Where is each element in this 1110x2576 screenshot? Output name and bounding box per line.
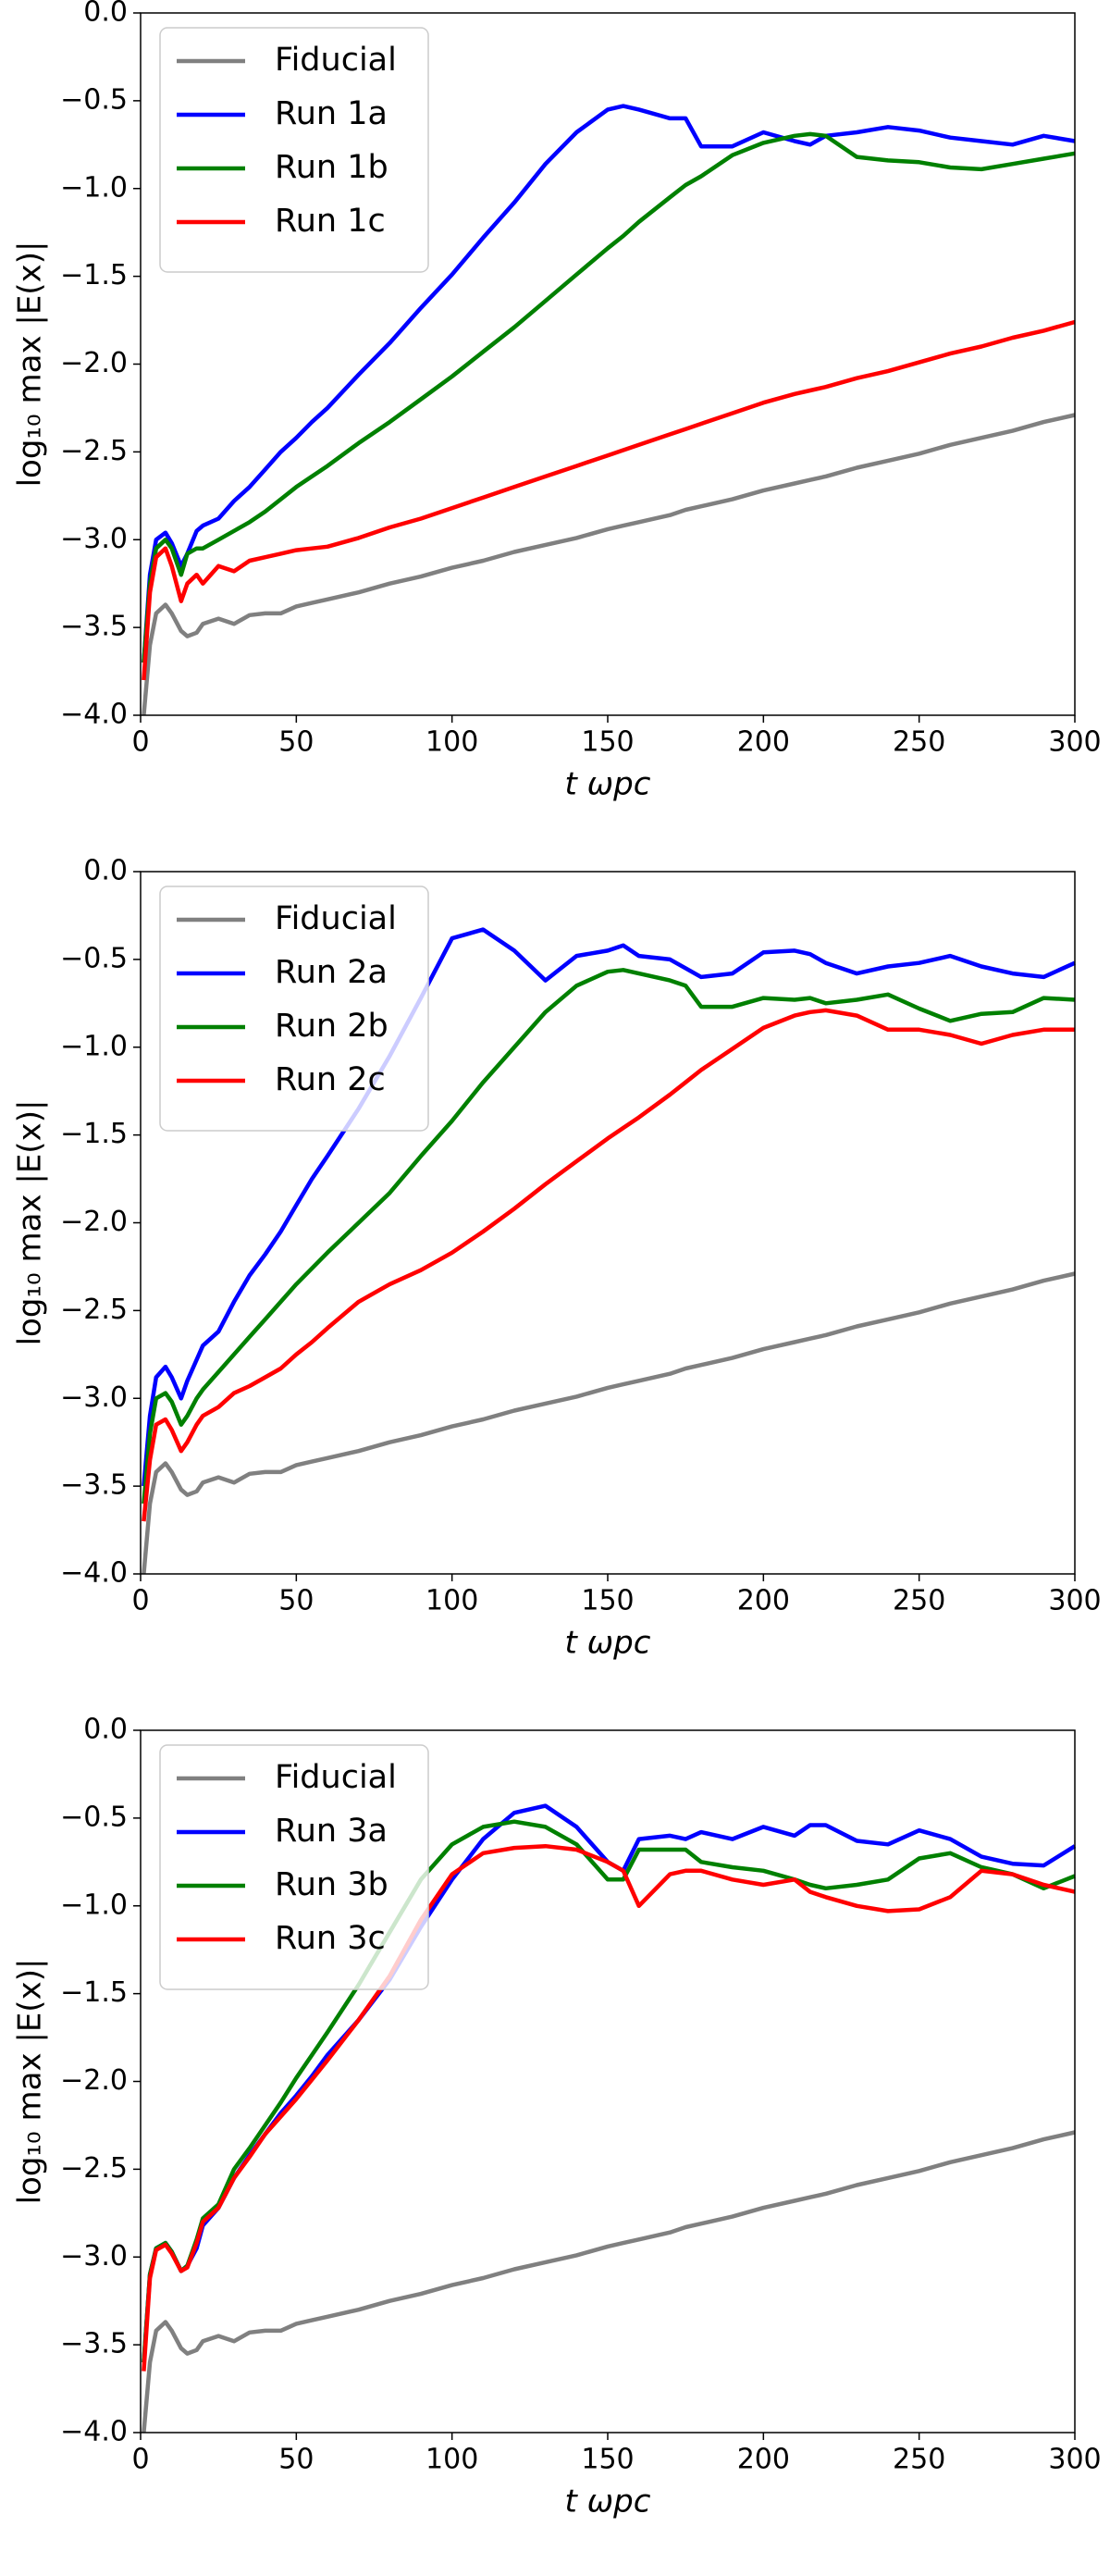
y-tick-label: −1.0 [60, 1030, 128, 1062]
legend-box [159, 1744, 429, 1990]
x-tick-label: 100 [426, 1585, 478, 1617]
x-tick-label: 200 [737, 726, 790, 759]
legend-label: Run 1a [275, 95, 388, 132]
legend-label: Run 3c [275, 1920, 386, 1957]
legend-label: Run 3a [275, 1813, 388, 1850]
series-line [142, 104, 1076, 663]
y-tick-label: −0.5 [60, 1801, 128, 1833]
x-tick-label: 300 [1048, 2444, 1101, 2476]
x-tick-label: 250 [893, 2444, 945, 2476]
chart: −4.0 −3.5 −3.0 −2.5 −2.0 −1.5 −1.0 −0.5 0.0 0 50 10… [12, 859, 1102, 1662]
y-tick-label: −2.0 [60, 2064, 128, 2097]
y-tick-label: −2.0 [60, 347, 128, 379]
plot-frame [140, 1729, 1076, 2434]
y-tick-label: −1.5 [60, 1118, 128, 1150]
series-line [142, 968, 1076, 1505]
plot-frame [140, 12, 1076, 716]
x-tick-label: 200 [737, 2444, 790, 2476]
legend: Fiducial Run 1a Run 1b Run 1c [159, 27, 429, 273]
chart: −4.0 −3.5 −3.0 −2.5 −2.0 −1.5 −1.0 −0.5 0.0 0 50 10… [12, 1717, 1102, 2520]
x-tick-label: 250 [893, 726, 945, 759]
x-tick-label: 150 [581, 2444, 634, 2476]
x-tick-label: 0 [131, 2444, 149, 2476]
x-axis-label: t ωpc [565, 766, 651, 803]
y-tick-label: −4.0 [60, 1557, 128, 1590]
series-line [142, 2130, 1076, 2434]
legend-box [159, 27, 429, 273]
legend: Fiducial Run 2a Run 2b Run 2c [159, 886, 429, 1132]
y-tick-label: −2.5 [60, 435, 128, 467]
y-tick-label: −1.5 [60, 1976, 128, 2009]
y-tick-label: −0.5 [60, 942, 128, 974]
y-tick-label: −1.5 [60, 259, 128, 291]
x-tick-label: 250 [893, 1585, 945, 1617]
y-tick-label: −1.0 [60, 171, 128, 204]
plot-frame [140, 871, 1076, 1575]
y-tick-label: −0.5 [60, 83, 128, 116]
legend-label: Run 2b [275, 1008, 388, 1045]
legend-label: Run 2a [275, 954, 388, 991]
y-tick-label: 0.0 [83, 859, 128, 887]
y-axis-label: log₁₀ max |E(x)| [12, 1959, 49, 2205]
series-line [142, 413, 1076, 716]
legend: Fiducial Run 3a Run 3b Run 3c [159, 1744, 429, 1990]
series-line [142, 319, 1076, 681]
x-axis-label: t ωpc [565, 1625, 651, 1662]
legend-label: Fiducial [275, 42, 397, 79]
legend-label: Run 3b [275, 1866, 388, 1903]
y-axis-label: log₁₀ max |E(x)| [12, 242, 49, 488]
series-line [142, 131, 1076, 663]
y-tick-label: −3.0 [60, 1381, 128, 1414]
y-tick-label: −4.0 [60, 2416, 128, 2448]
x-tick-label: 0 [131, 726, 149, 759]
x-tick-label: 50 [278, 2444, 314, 2476]
y-tick-label: −3.5 [60, 1469, 128, 1502]
x-tick-label: 50 [278, 1585, 314, 1617]
y-tick-label: 0.0 [83, 1717, 128, 1746]
x-tick-label: 100 [426, 726, 478, 759]
y-tick-label: 0.0 [83, 0, 128, 29]
y-tick-label: −3.0 [60, 2240, 128, 2273]
x-tick-label: 100 [426, 2444, 478, 2476]
y-tick-label: −2.5 [60, 2152, 128, 2185]
x-tick-label: 0 [131, 1585, 149, 1617]
x-tick-label: 150 [581, 726, 634, 759]
x-tick-label: 300 [1048, 726, 1101, 759]
legend-label: Run 2c [275, 1061, 386, 1098]
y-tick-label: −2.5 [60, 1294, 128, 1326]
y-tick-label: −3.0 [60, 523, 128, 555]
y-tick-label: −3.5 [60, 2328, 128, 2360]
x-tick-label: 200 [737, 1585, 790, 1617]
series-line [142, 1008, 1075, 1522]
y-tick-label: −4.0 [60, 699, 128, 731]
x-tick-label: 150 [581, 1585, 634, 1617]
legend-label: Fiducial [275, 900, 397, 937]
y-tick-label: −1.0 [60, 1889, 128, 1921]
legend-label: Run 1b [275, 149, 388, 186]
x-tick-label: 50 [278, 726, 314, 759]
y-tick-label: −2.0 [60, 1206, 128, 1238]
legend-box [159, 886, 429, 1132]
x-tick-label: 300 [1048, 1585, 1101, 1617]
x-axis-label: t ωpc [565, 2483, 651, 2520]
series-line [142, 1843, 1076, 2372]
legend-label: Fiducial [275, 1759, 397, 1796]
y-axis-label: log₁₀ max |E(x)| [12, 1100, 49, 1346]
y-tick-label: −3.5 [60, 611, 128, 643]
series-line [142, 927, 1076, 1487]
legend-label: Run 1c [275, 203, 386, 240]
series-line [142, 1271, 1076, 1575]
chart: −4.0 −3.5 −3.0 −2.5 −2.0 −1.5 −1.0 −0.5 0.0 0 50 10… [12, 0, 1102, 803]
